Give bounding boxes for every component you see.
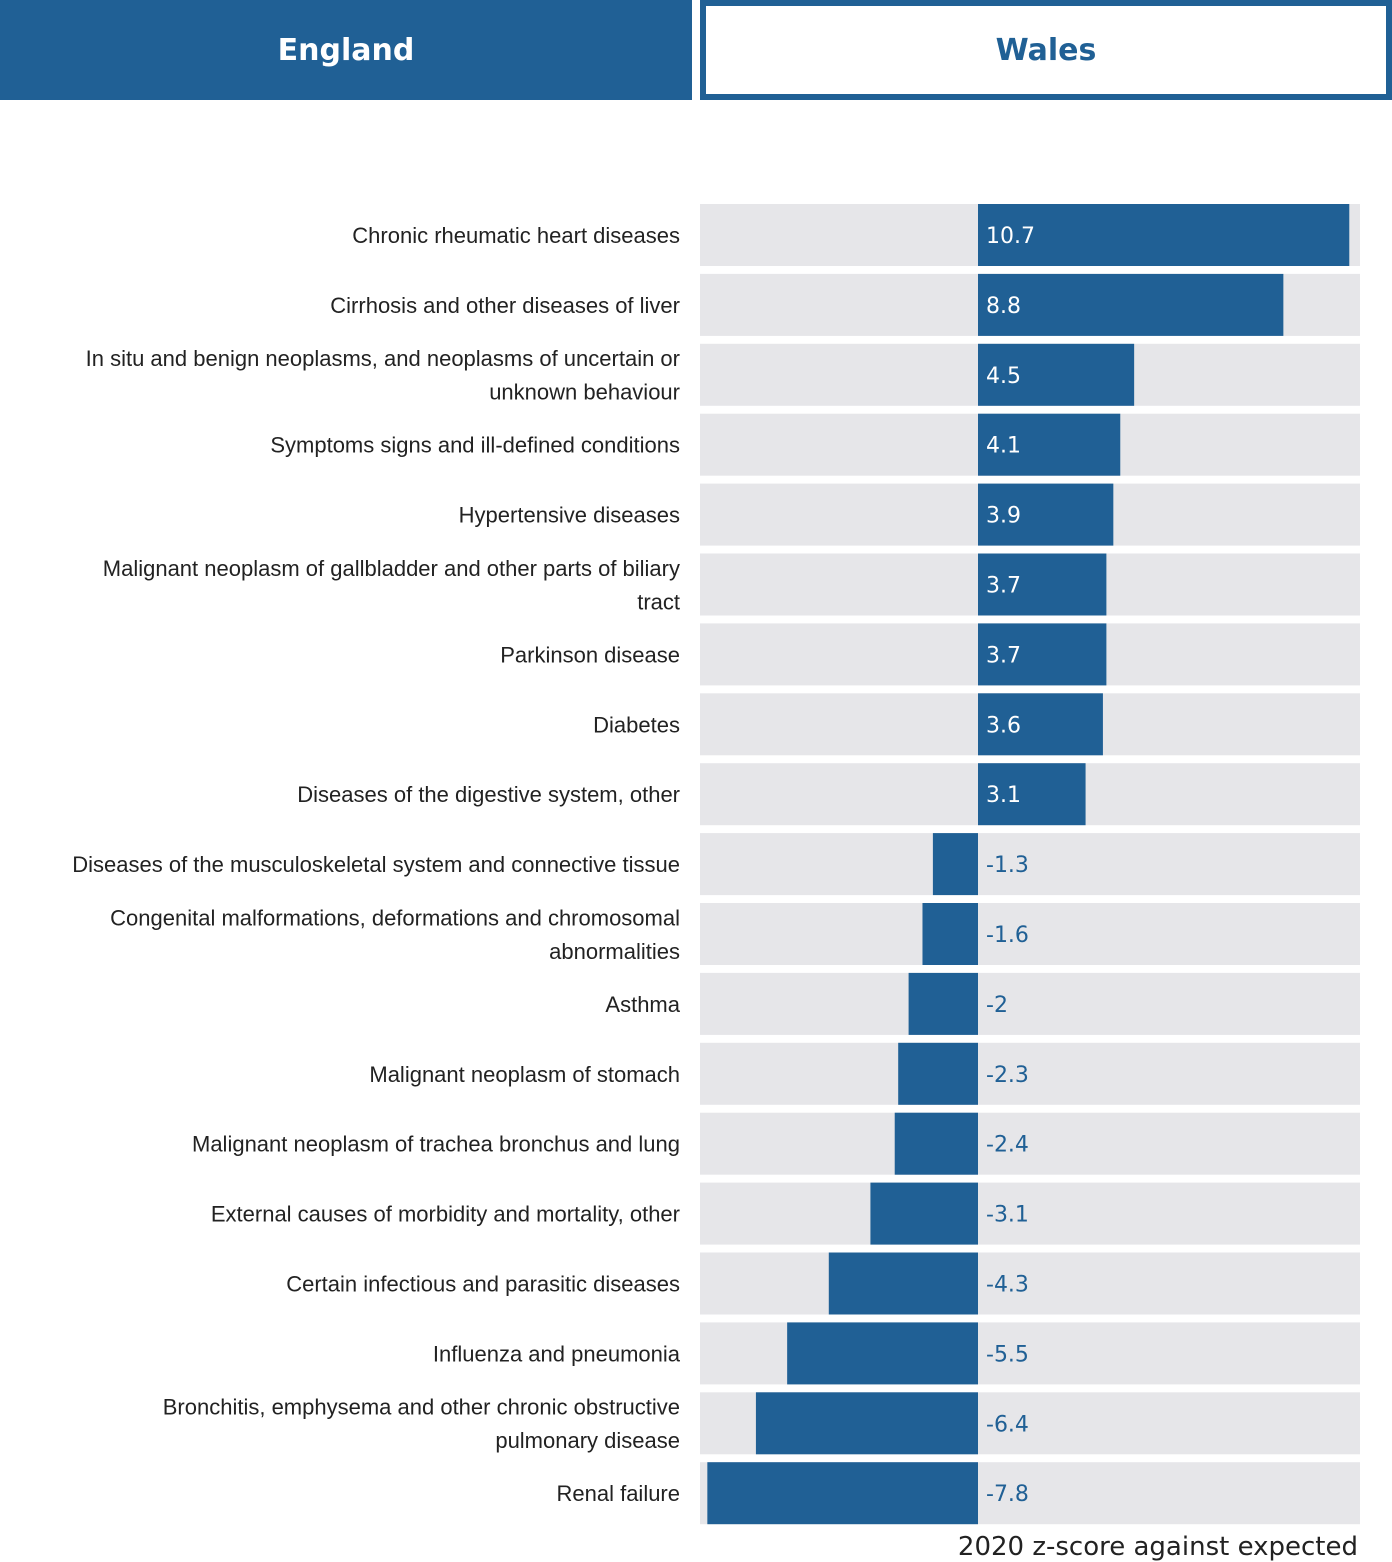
bar-value-label: -4.3 xyxy=(986,1273,1029,1298)
bar-value-label: -6.4 xyxy=(986,1412,1029,1437)
category-label: Diseases of the digestive system, other xyxy=(297,782,680,807)
category-label: Chronic rheumatic heart diseases xyxy=(352,223,680,248)
bar-row: -2.3 Malignant neoplasm of stomach xyxy=(369,1042,1360,1105)
bar-value-label: -5.5 xyxy=(986,1342,1029,1367)
category-label: In situ and benign neoplasms, and neopla… xyxy=(86,346,680,405)
bar-value-label: -2.3 xyxy=(986,1063,1029,1088)
bar xyxy=(978,204,1350,266)
category-label: Diabetes xyxy=(593,712,680,737)
bar-row: -2 Asthma xyxy=(605,972,1360,1035)
bar-row: -5.5 Influenza and pneumonia xyxy=(433,1322,1360,1385)
bar xyxy=(828,1252,978,1315)
bar xyxy=(894,1112,978,1175)
category-label: Symptoms signs and ill-defined condition… xyxy=(270,433,680,458)
bar xyxy=(932,833,978,896)
bar-row: 8.8 Cirrhosis and other diseases of liver xyxy=(330,273,1360,336)
bar-row: 4.1 Symptoms signs and ill-defined condit… xyxy=(270,413,1360,476)
bar xyxy=(707,1462,978,1525)
x-axis-label: 2020 z-score against expected xyxy=(958,1532,1358,1562)
bar xyxy=(978,343,1135,406)
category-label: Diseases of the musculoskeletal system a… xyxy=(72,852,680,877)
region-tabs: England Wales xyxy=(0,0,1392,100)
bar-value-label: -3.1 xyxy=(986,1203,1029,1228)
bar-row: 10.7 Chronic rheumatic heart diseases xyxy=(352,204,1360,266)
bar-value-label: 3.6 xyxy=(986,713,1021,738)
bar-value-label: 3.9 xyxy=(986,504,1021,529)
bar-value-label: 3.7 xyxy=(986,643,1021,668)
bar-row: -1.6 Congenital malformations, deformatio… xyxy=(110,903,1360,965)
category-label: Bronchitis, emphysema and other chronic … xyxy=(163,1395,680,1454)
category-label: Congenital malformations, deformations a… xyxy=(110,905,680,964)
bar-row: -2.4 Malignant neoplasm of trachea bronch… xyxy=(192,1112,1360,1175)
bar-row: -4.3 Certain infectious and parasitic dis… xyxy=(286,1252,1360,1315)
bar-value-label: -1.3 xyxy=(986,853,1029,878)
bar-row: 3.6 Diabetes xyxy=(593,693,1360,756)
category-label: Malignant neoplasm of gallbladder and ot… xyxy=(103,556,680,615)
bar-value-label: -2 xyxy=(986,993,1008,1018)
bar xyxy=(908,972,978,1035)
bar-row: 3.7 Malignant neoplasm of gallbladder and… xyxy=(103,553,1360,616)
category-label: Influenza and pneumonia xyxy=(433,1341,681,1366)
bar-row: -6.4 Bronchitis, emphysema and other chro… xyxy=(163,1392,1360,1455)
bar xyxy=(787,1322,978,1385)
bar xyxy=(978,553,1107,616)
bar-value-label: -2.4 xyxy=(986,1133,1029,1158)
bar xyxy=(978,413,1121,476)
bar-track xyxy=(700,1042,1360,1105)
bar-row: 3.9 Hypertensive diseases xyxy=(459,483,1360,546)
bar-value-label: -1.6 xyxy=(986,923,1029,948)
bar xyxy=(978,693,1103,756)
bar xyxy=(978,623,1107,686)
category-label: Certain infectious and parasitic disease… xyxy=(286,1272,680,1297)
bar-track xyxy=(700,972,1360,1035)
bar-row: 3.1 Diseases of the digestive system, oth… xyxy=(297,763,1360,826)
bar-row: -3.1 External causes of morbidity and mor… xyxy=(211,1182,1360,1245)
bar-value-label: 3.1 xyxy=(986,783,1021,808)
tab-england[interactable]: England xyxy=(0,0,692,100)
bar-value-label: -7.8 xyxy=(986,1482,1029,1507)
category-label: Malignant neoplasm of stomach xyxy=(369,1062,680,1087)
category-label: Parkinson disease xyxy=(500,642,680,667)
category-label: Asthma xyxy=(605,992,680,1017)
bar xyxy=(978,763,1086,826)
category-label: External causes of morbidity and mortali… xyxy=(211,1202,680,1227)
category-label: Hypertensive diseases xyxy=(459,503,680,528)
bar-value-label: 4.1 xyxy=(986,434,1021,459)
bar-track xyxy=(700,1252,1360,1315)
bar-value-label: 8.8 xyxy=(986,294,1021,319)
category-label: Cirrhosis and other diseases of liver xyxy=(330,293,680,318)
category-label: Malignant neoplasm of trachea bronchus a… xyxy=(192,1132,680,1157)
bar-track xyxy=(700,1182,1360,1245)
bar-track xyxy=(700,903,1360,965)
bar-value-label: 3.7 xyxy=(986,574,1021,599)
bar-value-label: 10.7 xyxy=(986,224,1035,249)
bar-row: 4.5 In situ and benign neoplasms, and neo… xyxy=(86,343,1360,406)
bar xyxy=(870,1182,978,1245)
bar xyxy=(922,903,978,965)
bar xyxy=(978,483,1114,546)
bar-track xyxy=(700,833,1360,896)
bar xyxy=(898,1042,978,1105)
bar xyxy=(755,1392,978,1455)
bar xyxy=(978,273,1284,336)
bar-row: 3.7 Parkinson disease xyxy=(500,623,1360,686)
bar-track xyxy=(700,1112,1360,1175)
bar-row: -1.3 Diseases of the musculoskeletal syst… xyxy=(72,833,1360,896)
category-label: Renal failure xyxy=(556,1481,680,1506)
bar-value-label: 4.5 xyxy=(986,364,1021,389)
bar-row: -7.8 Renal failure xyxy=(556,1462,1360,1525)
tab-wales[interactable]: Wales xyxy=(700,0,1392,100)
